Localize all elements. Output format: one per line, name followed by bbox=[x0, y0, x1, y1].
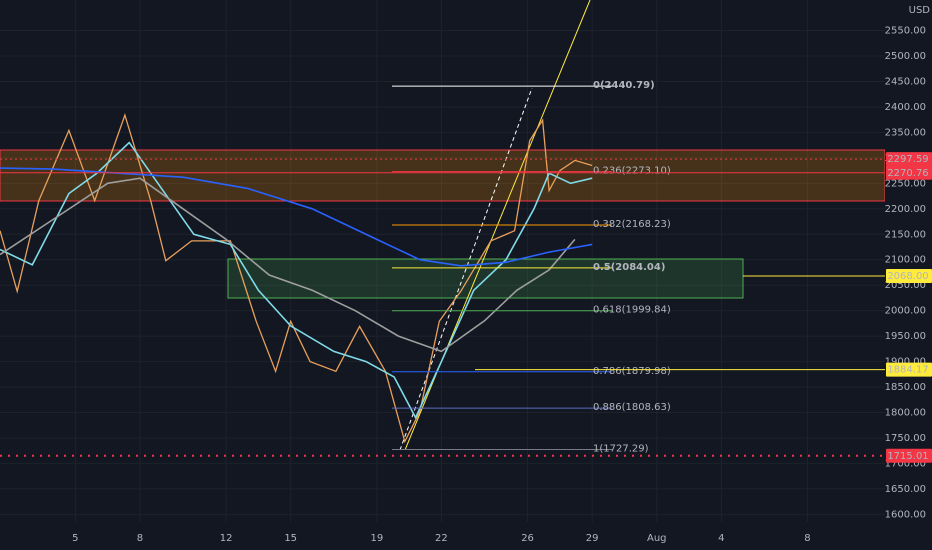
fib-label: 0.886(1808.63) bbox=[593, 402, 671, 413]
price-tag bbox=[886, 362, 932, 377]
y-tick-label: 1750.00 bbox=[885, 433, 926, 444]
y-tick-label: 2050.00 bbox=[885, 280, 926, 291]
y-tick-label: 2450.00 bbox=[885, 76, 926, 87]
fib-label: 0.5(2084.04) bbox=[593, 262, 665, 273]
y-tick-label: 1900.00 bbox=[885, 357, 926, 368]
x-tick-label: 12 bbox=[220, 533, 233, 544]
x-tick-label: 5 bbox=[72, 533, 78, 544]
y-tick-label: 2550.00 bbox=[885, 26, 926, 37]
fib-label: 0.236(2273.10) bbox=[593, 166, 671, 177]
trend-line-dashed bbox=[399, 87, 533, 451]
x-tick-label: 15 bbox=[284, 533, 297, 544]
y-tick-label: 1600.00 bbox=[885, 509, 926, 520]
y-tick-label: 2150.00 bbox=[885, 229, 926, 240]
y-tick-label: 2500.00 bbox=[885, 51, 926, 62]
y-tick-label: 1800.00 bbox=[885, 408, 926, 419]
fib-label: 1(1727.29) bbox=[593, 444, 649, 455]
y-tick-label: 1700.00 bbox=[885, 458, 926, 469]
y-tick-label: 2100.00 bbox=[885, 255, 926, 266]
fib-label: 0.382(2168.23) bbox=[593, 219, 671, 230]
price-tag bbox=[886, 448, 932, 463]
plot: 0(2440.79) 0.236(2273.10) 0.382(2168.23) 0.… bbox=[0, 80, 885, 457]
y-tick-label: 2350.00 bbox=[885, 127, 926, 138]
x-tick-label: 8 bbox=[804, 533, 810, 544]
price-tag-label: 1884.17 bbox=[887, 365, 928, 376]
price-tag-label: 2297.59 bbox=[887, 154, 928, 165]
grid bbox=[0, 0, 885, 522]
fib-label: 0.786(1879.98) bbox=[593, 366, 671, 377]
y-tick-label: 2400.00 bbox=[885, 102, 926, 113]
x-tick-label: 8 bbox=[137, 533, 143, 544]
price-tag bbox=[886, 269, 932, 284]
x-tick-label: 4 bbox=[718, 533, 724, 544]
axes: 1600.00 1650.00 1700.00 1750.00 1800.00 1850.… bbox=[72, 26, 932, 544]
x-tick-label: 22 bbox=[435, 533, 448, 544]
x-tick-label: 19 bbox=[370, 533, 383, 544]
supply-zone bbox=[0, 149, 886, 202]
price-tag-label: 2068.00 bbox=[887, 271, 928, 282]
y-tick-label: 1950.00 bbox=[885, 331, 926, 342]
x-tick-label: Aug bbox=[647, 533, 667, 544]
series-line bbox=[0, 141, 593, 420]
series-line bbox=[0, 177, 576, 353]
price-tag bbox=[886, 152, 932, 167]
x-tick-label: 29 bbox=[586, 533, 599, 544]
y-tick-label: 2200.00 bbox=[885, 204, 926, 215]
price-tag bbox=[886, 165, 932, 180]
y-tick-label: 1650.00 bbox=[885, 484, 926, 495]
currency: USD bbox=[909, 5, 931, 16]
y-tick-label: 1850.00 bbox=[885, 382, 926, 393]
time-axis bbox=[0, 522, 885, 550]
fib-label: 0.618(1999.84) bbox=[593, 305, 671, 316]
x-tick-label: 26 bbox=[521, 533, 534, 544]
price-tag-label: 2270.76 bbox=[887, 168, 928, 179]
series-line bbox=[0, 113, 593, 444]
price-tag-label: 1715.01 bbox=[887, 451, 928, 462]
fib-label: 0(2440.79) bbox=[593, 80, 655, 91]
y-tick-label: 2000.00 bbox=[885, 306, 926, 317]
y-tick-label: 2250.00 bbox=[885, 178, 926, 189]
